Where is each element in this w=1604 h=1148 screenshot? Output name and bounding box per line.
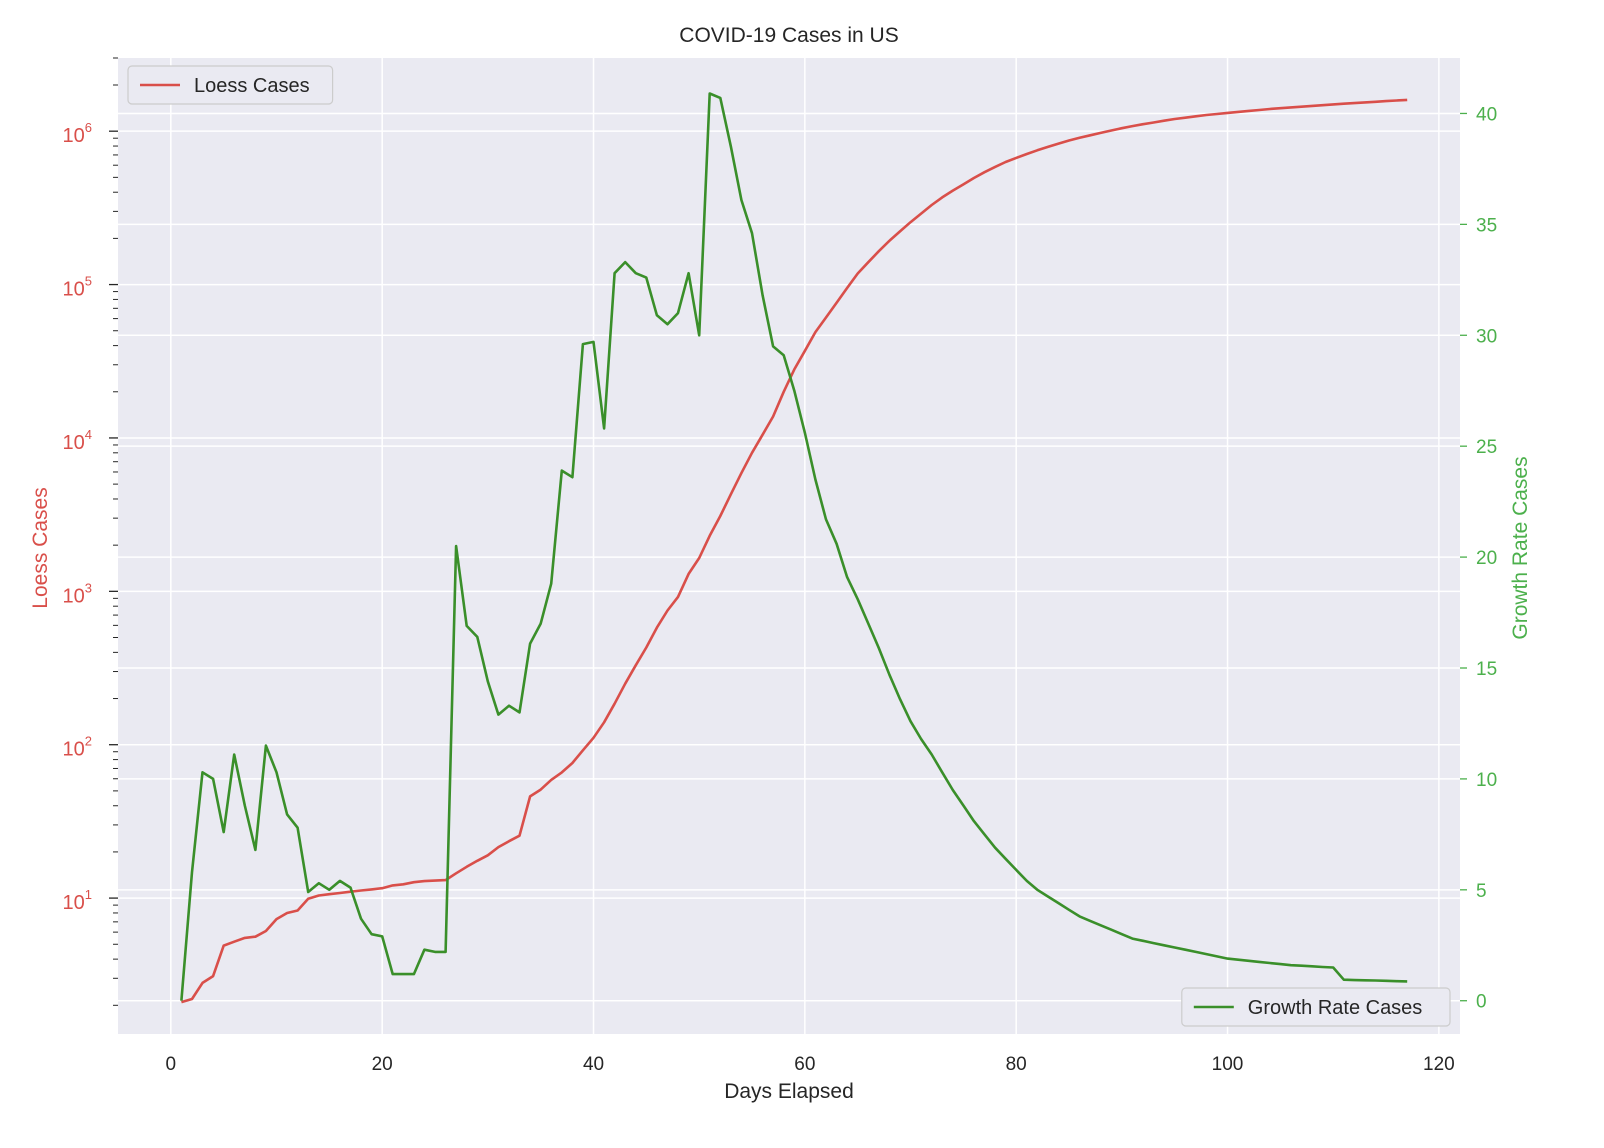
legends: Loess Cases Growth Rate Cases bbox=[127, 65, 1451, 1027]
x-tick-label: 120 bbox=[1423, 1054, 1455, 1075]
x-tick-label: 0 bbox=[166, 1054, 177, 1075]
x-tick-label: 100 bbox=[1212, 1054, 1244, 1075]
x-tick-label: 80 bbox=[1006, 1054, 1027, 1075]
right-tick-label: 30 bbox=[1476, 326, 1497, 347]
plot-area bbox=[118, 58, 1460, 1034]
x-tick-label: 60 bbox=[794, 1054, 815, 1075]
series-layer bbox=[180, 92, 1408, 1004]
x-axis-label: Days Elapsed bbox=[724, 1080, 854, 1103]
x-tick-label: 40 bbox=[583, 1054, 604, 1075]
right-axis-label: Growth Rate Cases bbox=[1509, 456, 1532, 639]
left-tick-label: 101 bbox=[63, 887, 92, 914]
right-tick-label: 0 bbox=[1476, 992, 1487, 1013]
right-tick-label: 15 bbox=[1476, 659, 1497, 680]
left-tick-label: 103 bbox=[63, 580, 92, 607]
right-tick-label: 35 bbox=[1476, 215, 1497, 236]
grid bbox=[118, 58, 1460, 1034]
x-tick-label: 20 bbox=[372, 1054, 393, 1075]
legend-box bbox=[1181, 987, 1451, 1027]
right-tick-label: 5 bbox=[1476, 881, 1487, 902]
left-tick-label: 106 bbox=[63, 120, 92, 147]
growth-rate-line bbox=[180, 92, 1408, 1001]
loess-cases-line bbox=[181, 98, 1408, 1004]
legend-box bbox=[127, 65, 334, 105]
right-tick-label: 40 bbox=[1476, 104, 1497, 125]
right-tick-label: 25 bbox=[1476, 437, 1497, 458]
axes: 0 20 40 60 80 100 120 101 102 103 104 105 106 0 5 10 15 2… bbox=[63, 57, 1497, 1075]
left-tick-label: 104 bbox=[63, 427, 92, 454]
right-tick-label: 20 bbox=[1476, 548, 1497, 569]
left-tick-label: 105 bbox=[63, 274, 92, 301]
left-axis-label: Loess Cases bbox=[29, 487, 52, 608]
legend-label: Loess Cases bbox=[194, 75, 310, 97]
legend-label: Growth Rate Cases bbox=[1248, 997, 1423, 1019]
right-tick-label: 10 bbox=[1476, 770, 1497, 791]
chart-title: COVID-19 Cases in US bbox=[679, 24, 898, 47]
left-tick-label: 102 bbox=[63, 734, 92, 761]
